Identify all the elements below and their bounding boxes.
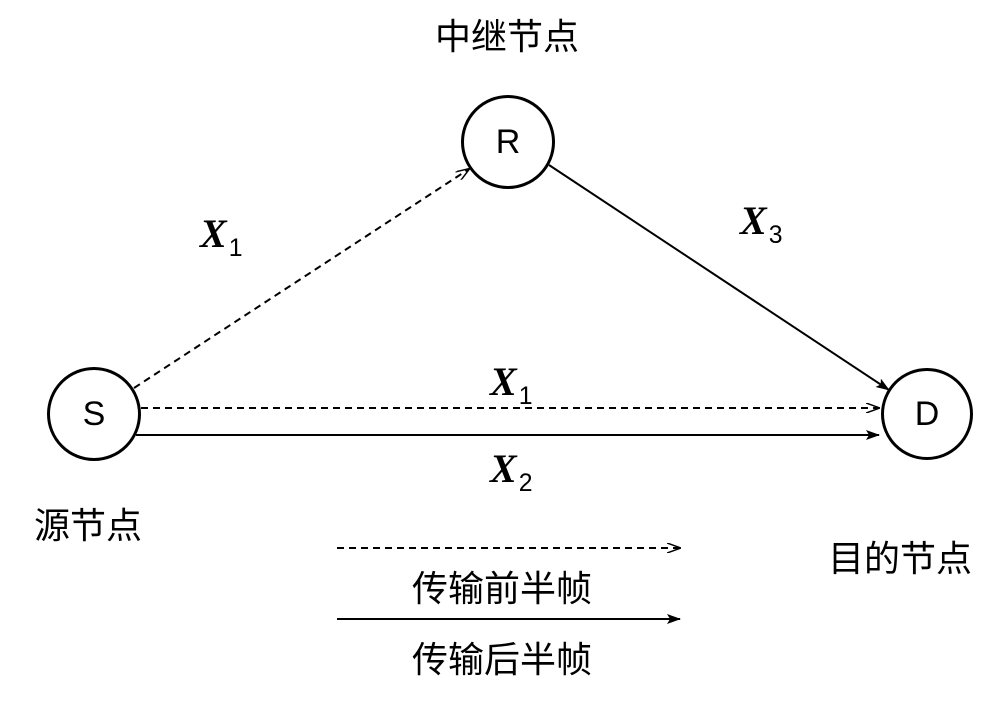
node-dest: D [881, 368, 973, 460]
node-source-label: S [83, 395, 106, 434]
edge-label-x3-rd: X3 [740, 197, 782, 250]
edge-label-x1-sd: X1 [490, 358, 532, 411]
caption-source: 源节点 [34, 497, 142, 549]
caption-dest: 目的节点 [828, 530, 972, 582]
diagram-canvas: R S D 中继节点 源节点 目的节点 X1 X3 X1 X2 传输前半帧 传输… [0, 0, 1000, 707]
caption-relay: 中继节点 [435, 8, 579, 60]
edge-label-x2-sd: X2 [490, 445, 532, 498]
legend-text-second-half: 传输后半帧 [412, 631, 592, 683]
node-relay: R [461, 95, 555, 189]
node-source: S [47, 367, 141, 461]
node-dest-label: D [915, 395, 940, 434]
edge-label-x1-sr: X1 [200, 210, 242, 263]
legend-text-first-half: 传输前半帧 [412, 560, 592, 612]
node-relay-label: R [496, 123, 521, 162]
